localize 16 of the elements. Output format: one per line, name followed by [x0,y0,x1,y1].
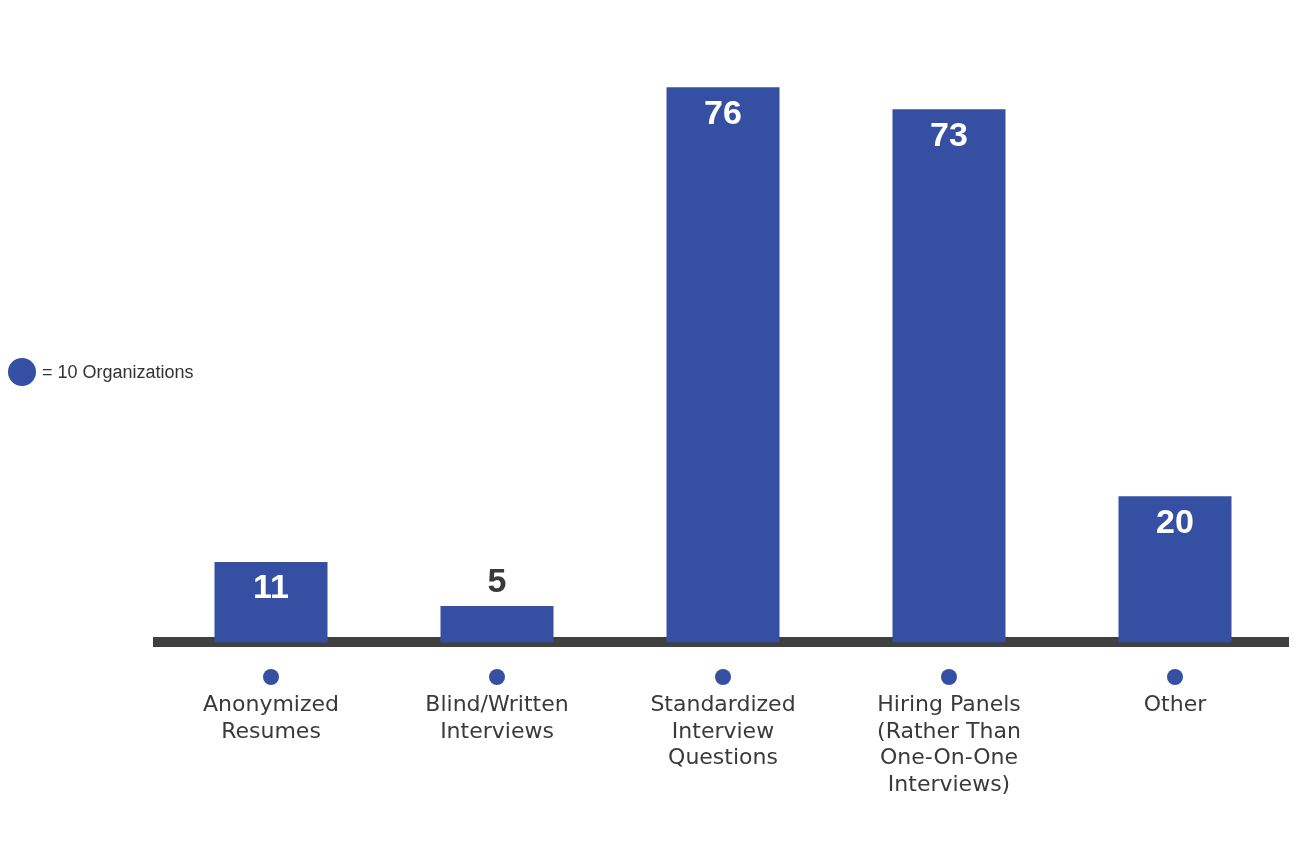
data-label: 11 [253,567,289,606]
data-label: 20 [1156,501,1194,540]
bar [666,87,780,643]
x-tick-label: Other [1143,691,1208,717]
bar [1118,496,1232,643]
bar [214,562,328,643]
x-tick-label: Blind/Written Interviews [425,691,569,743]
data-label: 76 [704,92,742,131]
x-tick-label: Hiring Panels (Rather Than One-On-One Interviews) [877,691,1021,796]
annotation: = 10 Organizations [42,361,194,383]
x-tick-label: Standardized Interview Questions [650,691,796,770]
x-tick-label: Anonymized Resumes [202,691,340,743]
data-label: 5 [487,561,507,600]
bar [892,109,1006,643]
bar [440,605,554,643]
data-label: 73 [930,114,968,153]
